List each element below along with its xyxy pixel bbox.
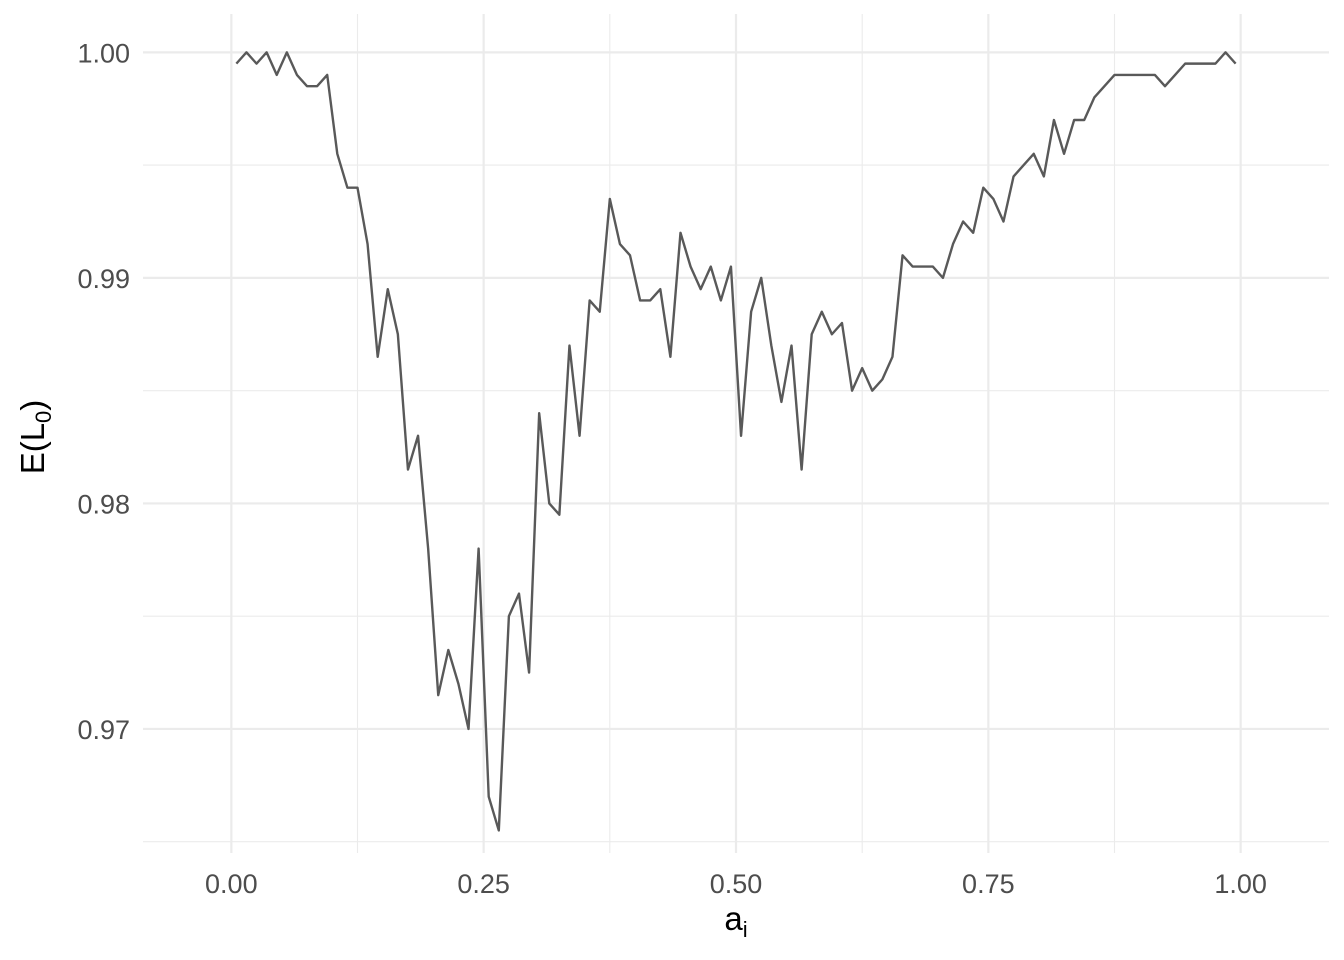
x-tick-label-1: 0.25 xyxy=(457,869,510,899)
major-gridlines xyxy=(143,14,1329,853)
x-axis-title: ai xyxy=(724,900,747,942)
y-axis-title: E(L0) xyxy=(14,400,56,475)
x-tick-label-0: 0.00 xyxy=(205,869,258,899)
y-tick-label-0: 0.97 xyxy=(77,715,130,745)
x-tick-label-2: 0.50 xyxy=(710,869,763,899)
y-tick-label-2: 0.99 xyxy=(77,264,130,294)
y-tick-labels: 0.97 0.98 0.99 1.00 xyxy=(77,38,130,745)
y-tick-label-3: 1.00 xyxy=(77,38,130,68)
x-tick-labels: 0.00 0.25 0.50 0.75 1.00 xyxy=(205,869,1267,899)
x-tick-label-3: 0.75 xyxy=(962,869,1015,899)
series-layer xyxy=(235,51,1237,832)
y-tick-label-1: 0.98 xyxy=(77,489,130,519)
x-tick-label-4: 1.00 xyxy=(1214,869,1267,899)
series-line-0 xyxy=(235,51,1237,832)
